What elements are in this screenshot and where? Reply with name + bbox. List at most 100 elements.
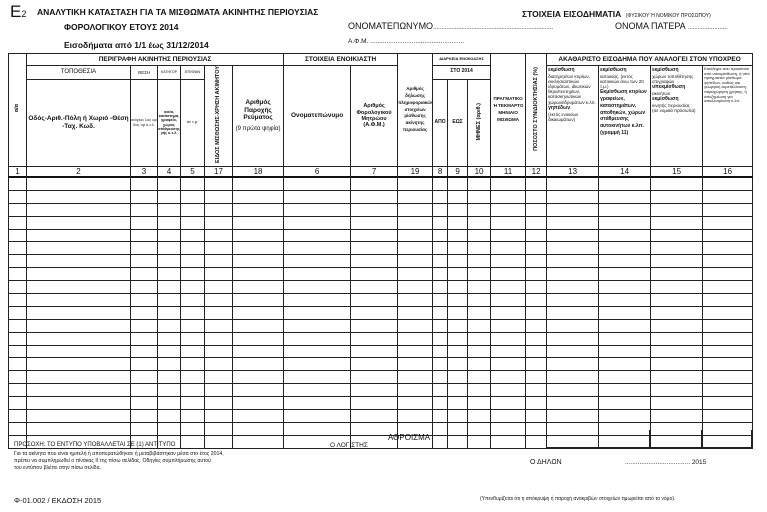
table-cell[interactable] xyxy=(546,228,600,243)
table-cell[interactable] xyxy=(525,280,548,294)
table-cell[interactable] xyxy=(598,280,652,294)
table-cell[interactable] xyxy=(157,267,181,282)
table-cell[interactable] xyxy=(8,370,27,385)
table-cell[interactable] xyxy=(650,254,704,269)
table-cell[interactable] xyxy=(204,421,233,436)
table-cell[interactable] xyxy=(180,421,205,436)
table-cell[interactable] xyxy=(8,408,27,423)
total-col-13[interactable] xyxy=(546,430,599,448)
table-cell[interactable] xyxy=(525,331,548,346)
table-cell[interactable] xyxy=(702,267,754,282)
table-cell[interactable] xyxy=(467,421,492,436)
table-cell[interactable] xyxy=(157,305,181,320)
table-cell[interactable] xyxy=(26,215,131,230)
table-cell[interactable] xyxy=(180,215,205,230)
name-field[interactable]: ΟΝΟΜΑΤΕΠΩΝΥΜΟ...........................… xyxy=(348,21,553,31)
table-cell[interactable] xyxy=(397,292,434,307)
table-cell[interactable] xyxy=(432,228,449,243)
table-cell[interactable] xyxy=(204,202,233,217)
table-cell[interactable] xyxy=(490,202,527,217)
table-cell[interactable] xyxy=(8,189,27,204)
table-cell[interactable] xyxy=(283,228,352,243)
table-cell[interactable] xyxy=(157,280,181,294)
table-cell[interactable] xyxy=(467,370,492,385)
table-cell[interactable] xyxy=(525,370,548,385)
table-cell[interactable] xyxy=(26,189,131,204)
table-cell[interactable] xyxy=(204,318,233,333)
table-cell[interactable] xyxy=(130,292,158,307)
table-cell[interactable] xyxy=(598,396,652,410)
table-cell[interactable] xyxy=(283,254,352,269)
table-cell[interactable] xyxy=(8,176,27,191)
table-cell[interactable] xyxy=(231,421,285,436)
table-cell[interactable] xyxy=(204,305,233,320)
table-cell[interactable] xyxy=(283,421,352,436)
table-cell[interactable] xyxy=(432,292,449,307)
table-cell[interactable] xyxy=(350,396,399,410)
table-cell[interactable] xyxy=(231,267,285,282)
table-cell[interactable] xyxy=(447,344,469,359)
table-cell[interactable] xyxy=(432,357,449,372)
table-cell[interactable] xyxy=(231,241,285,256)
table-cell[interactable] xyxy=(26,396,131,410)
table-cell[interactable] xyxy=(525,383,548,398)
table-cell[interactable] xyxy=(546,215,600,230)
table-cell[interactable] xyxy=(130,421,158,436)
table-cell[interactable] xyxy=(546,267,600,282)
table-cell[interactable] xyxy=(650,241,704,256)
table-cell[interactable] xyxy=(525,254,548,269)
table-cell[interactable] xyxy=(702,383,754,398)
table-cell[interactable] xyxy=(8,202,27,217)
table-cell[interactable] xyxy=(283,292,352,307)
table-cell[interactable] xyxy=(525,408,548,423)
table-cell[interactable] xyxy=(204,370,233,385)
table-cell[interactable] xyxy=(204,383,233,398)
table-cell[interactable] xyxy=(467,280,492,294)
table-cell[interactable] xyxy=(546,396,600,410)
table-cell[interactable] xyxy=(447,292,469,307)
table-cell[interactable] xyxy=(397,344,434,359)
table-cell[interactable] xyxy=(180,344,205,359)
table-cell[interactable] xyxy=(702,357,754,372)
table-cell[interactable] xyxy=(598,176,652,191)
table-cell[interactable] xyxy=(8,344,27,359)
table-cell[interactable] xyxy=(157,396,181,410)
table-cell[interactable] xyxy=(598,267,652,282)
table-cell[interactable] xyxy=(157,228,181,243)
table-cell[interactable] xyxy=(650,176,704,191)
table-cell[interactable] xyxy=(546,331,600,346)
table-cell[interactable] xyxy=(130,370,158,385)
table-cell[interactable] xyxy=(350,305,399,320)
table-cell[interactable] xyxy=(546,318,600,333)
table-cell[interactable] xyxy=(204,189,233,204)
table-cell[interactable] xyxy=(180,318,205,333)
table-cell[interactable] xyxy=(130,305,158,320)
table-cell[interactable] xyxy=(447,357,469,372)
table-cell[interactable] xyxy=(180,228,205,243)
table-cell[interactable] xyxy=(432,189,449,204)
table-cell[interactable] xyxy=(157,370,181,385)
table-cell[interactable] xyxy=(490,189,527,204)
table-cell[interactable] xyxy=(180,176,205,191)
table-cell[interactable] xyxy=(702,292,754,307)
table-cell[interactable] xyxy=(8,228,27,243)
table-cell[interactable] xyxy=(180,383,205,398)
table-cell[interactable] xyxy=(8,305,27,320)
table-cell[interactable] xyxy=(432,254,449,269)
table-cell[interactable] xyxy=(231,408,285,423)
table-cell[interactable] xyxy=(350,357,399,372)
table-cell[interactable] xyxy=(180,331,205,346)
table-cell[interactable] xyxy=(204,357,233,372)
total-col-16[interactable] xyxy=(702,430,752,448)
table-cell[interactable] xyxy=(650,280,704,294)
table-cell[interactable] xyxy=(26,383,131,398)
table-cell[interactable] xyxy=(231,318,285,333)
table-cell[interactable] xyxy=(8,215,27,230)
table-cell[interactable] xyxy=(432,331,449,346)
table-cell[interactable] xyxy=(525,189,548,204)
table-cell[interactable] xyxy=(650,370,704,385)
table-cell[interactable] xyxy=(432,215,449,230)
table-cell[interactable] xyxy=(231,305,285,320)
table-cell[interactable] xyxy=(350,292,399,307)
table-cell[interactable] xyxy=(26,176,131,191)
